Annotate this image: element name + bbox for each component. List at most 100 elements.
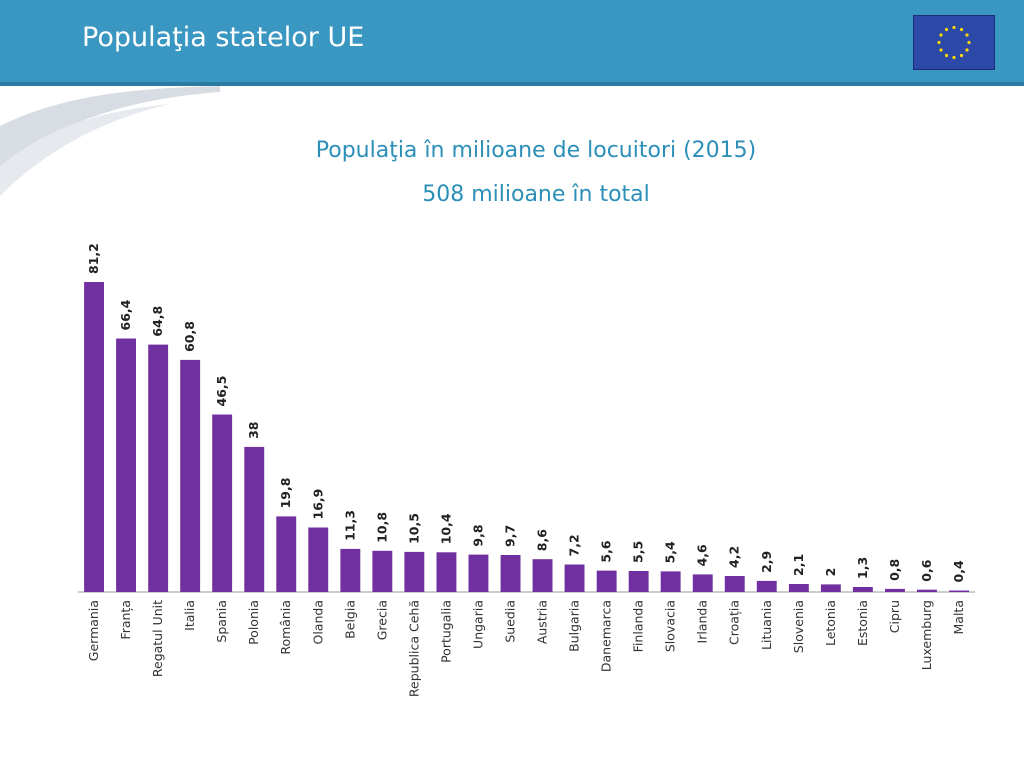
chart-subtitle: 508 milioane în total <box>422 182 650 207</box>
value-label: 38 <box>246 421 261 438</box>
bar-14 <box>532 559 553 592</box>
bar-5 <box>244 446 265 592</box>
value-label: 0,4 <box>951 560 966 582</box>
bar-16 <box>596 570 617 592</box>
category-label: Olanda <box>310 600 325 645</box>
bar-22 <box>788 584 809 592</box>
category-label: Portugalia <box>438 600 453 663</box>
category-label: Ungaria <box>470 600 485 649</box>
eu-flag-icon <box>913 15 995 70</box>
bar-26 <box>917 589 937 592</box>
value-label: 66,4 <box>118 299 133 330</box>
value-label: 0,6 <box>919 559 934 581</box>
category-label: Germania <box>86 600 101 661</box>
bar-6 <box>276 516 297 592</box>
value-label: 9,8 <box>470 524 485 546</box>
value-label: 46,5 <box>214 376 229 407</box>
value-label: 9,7 <box>503 525 518 547</box>
bar-8 <box>340 548 361 592</box>
flag-star <box>959 53 964 58</box>
value-label: 64,8 <box>150 306 165 337</box>
bar-18 <box>660 571 681 592</box>
bar-11 <box>436 552 457 592</box>
value-label: 7,2 <box>567 534 582 556</box>
flag-star <box>959 27 964 32</box>
value-label: 81,2 <box>86 243 101 274</box>
category-label: Bulgaria <box>567 600 582 652</box>
category-label: Lituania <box>759 600 774 650</box>
value-label: 19,8 <box>278 478 293 509</box>
value-label: 2,1 <box>791 554 806 576</box>
value-label: 2 <box>823 568 838 577</box>
bar-3 <box>180 359 201 592</box>
value-label: 16,9 <box>310 489 325 520</box>
value-label: 8,6 <box>535 529 550 551</box>
category-label: Suedia <box>503 600 518 643</box>
category-label: Italia <box>182 600 197 631</box>
category-label: Regatul Unit <box>150 600 165 677</box>
value-label: 5,4 <box>663 541 678 563</box>
value-label: 2,9 <box>759 551 774 573</box>
flag-star <box>939 33 943 37</box>
bar-9 <box>372 550 393 592</box>
category-label: Finlanda <box>631 600 646 652</box>
value-label: 4,6 <box>695 544 710 566</box>
chart-title: Populaţia în milioane de locuitori (2015… <box>315 138 757 163</box>
flag-star <box>952 55 956 60</box>
flag-star <box>937 40 941 45</box>
category-label: Grecia <box>374 600 389 640</box>
category-label: Austria <box>535 600 550 644</box>
bar-19 <box>692 574 713 592</box>
category-label: Republica Cehă <box>406 600 421 697</box>
slide-title: Populaţia statelor UE <box>82 22 365 53</box>
category-label: Malta <box>951 600 966 634</box>
category-label: Danemarca <box>599 600 614 672</box>
bar-4 <box>212 414 233 592</box>
category-label: Belgia <box>342 600 357 639</box>
flag-star <box>944 27 949 32</box>
category-label: Polonia <box>246 600 261 645</box>
category-label: Irlanda <box>695 600 710 643</box>
bar-7 <box>308 527 329 592</box>
bar-10 <box>404 551 425 592</box>
bar-2 <box>148 344 169 592</box>
eu-flag-stars <box>937 25 971 60</box>
bar-15 <box>564 564 585 592</box>
value-label: 60,8 <box>182 321 197 352</box>
bar-17 <box>628 571 649 592</box>
bar-1 <box>116 338 136 592</box>
value-label: 10,5 <box>406 513 421 544</box>
category-label: Croația <box>727 600 742 645</box>
bar-0 <box>84 282 104 592</box>
flag-star <box>952 25 956 30</box>
bar-13 <box>500 555 521 592</box>
category-label: Franța <box>118 600 133 640</box>
flag-star <box>944 53 949 58</box>
bar-24 <box>852 587 873 592</box>
category-label: Estonia <box>855 600 870 646</box>
value-label: 5,6 <box>599 540 614 562</box>
slide-header: Populaţia statelor UE <box>0 0 1024 86</box>
category-label: România <box>278 600 293 655</box>
value-label: 10,8 <box>374 512 389 543</box>
category-label: Luxemburg <box>919 600 934 670</box>
category-label: Spania <box>214 600 229 643</box>
decorative-swoosh <box>0 86 220 196</box>
flag-star <box>965 33 969 37</box>
flag-star <box>965 48 969 52</box>
category-label: Slovenia <box>791 600 806 653</box>
category-label: Cipru <box>887 600 902 633</box>
value-label: 5,5 <box>631 541 646 563</box>
value-label: 4,2 <box>727 546 742 568</box>
flag-star <box>967 40 971 45</box>
flag-star <box>939 48 943 52</box>
bar-23 <box>820 584 841 592</box>
bar-27 <box>949 590 969 592</box>
category-label: Letonia <box>823 600 838 646</box>
value-label: 1,3 <box>855 557 870 579</box>
bar-12 <box>468 554 489 592</box>
value-label: 10,4 <box>438 513 453 544</box>
value-label: 0,8 <box>887 559 902 581</box>
bar-20 <box>724 576 745 592</box>
